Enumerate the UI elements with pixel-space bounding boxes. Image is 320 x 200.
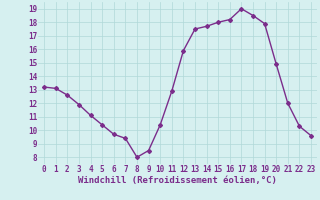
X-axis label: Windchill (Refroidissement éolien,°C): Windchill (Refroidissement éolien,°C): [78, 176, 277, 185]
